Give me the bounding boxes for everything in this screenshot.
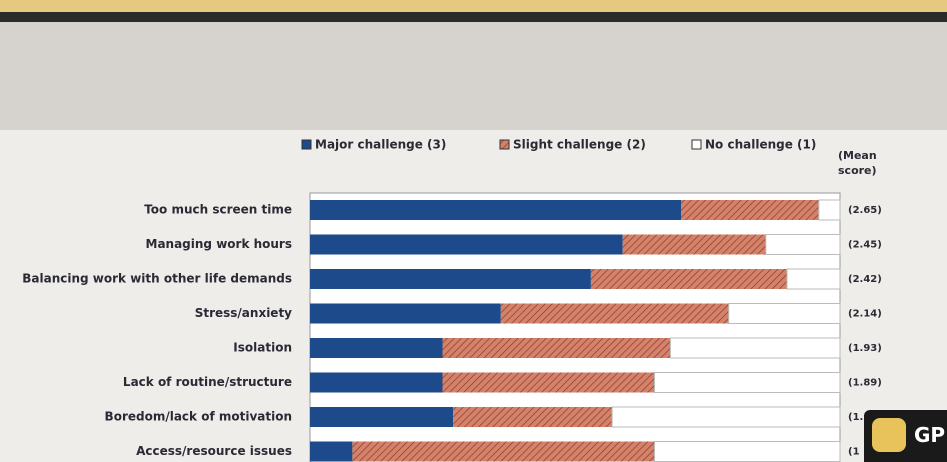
mean-score: (2.42) [848, 274, 882, 285]
bar-segment [310, 338, 443, 358]
y-tick-label: Isolation [233, 341, 292, 355]
legend-label: Slight challenge (2) [513, 138, 646, 152]
bar-segment [681, 200, 819, 220]
y-tick-label: Boredom/lack of motivation [105, 410, 292, 424]
bar-segment [352, 442, 654, 462]
mean-score: (2.14) [848, 309, 882, 320]
legend-swatch [302, 140, 311, 149]
screenshot: Major challenge (3) Slight challenge (2) N… [0, 0, 947, 462]
bar-segment [655, 373, 841, 393]
mean-score: (2.65) [848, 205, 882, 216]
bar-segment [310, 235, 623, 255]
y-tick-label: Stress/anxiety [195, 306, 292, 320]
bar-segment [310, 373, 443, 393]
badge-label: GP [914, 423, 945, 447]
top-edge [0, 0, 947, 12]
bar-segment [655, 442, 841, 462]
bar-segment [310, 200, 681, 220]
bar-segment [623, 235, 766, 255]
bar-segment [310, 269, 591, 289]
bar-segment [591, 269, 787, 289]
bar-segment [612, 407, 840, 427]
overlay-badge: GP [864, 410, 947, 462]
legend-label: Major challenge (3) [315, 138, 446, 152]
bar-segment [766, 235, 840, 255]
legend-swatch [500, 140, 509, 149]
bar-segment [787, 269, 840, 289]
bar-segment [443, 338, 671, 358]
chart: Major challenge (3) Slight challenge (2) N… [0, 0, 947, 462]
bar-segment [819, 200, 840, 220]
legend-swatch [692, 140, 701, 149]
mean-score: (1 [848, 447, 860, 458]
mean-score: (1.93) [848, 343, 882, 354]
y-tick-label: Too much screen time [144, 203, 292, 217]
mean-score: (1. [848, 412, 863, 423]
y-tick-label: Balancing work with other life demands [22, 272, 292, 286]
y-tick-label: Access/resource issues [136, 444, 292, 458]
y-tick-label: Managing work hours [146, 237, 293, 251]
mean-score: (2.45) [848, 240, 882, 251]
y-tick-label: Lack of routine/structure [123, 375, 292, 389]
bar-segment [729, 304, 840, 324]
bar-segment [501, 304, 729, 324]
screen-border [0, 12, 947, 22]
bar-segment [310, 407, 453, 427]
bar-segment [310, 304, 501, 324]
bar-segment [443, 373, 655, 393]
mean-score: (1.89) [848, 378, 882, 389]
badge-icon [872, 418, 906, 452]
bar-segment [310, 442, 352, 462]
mean-score-header: (Mean score) [838, 148, 890, 178]
legend-label: No challenge (1) [705, 138, 816, 152]
bar-segment [453, 407, 612, 427]
bar-segment [670, 338, 840, 358]
